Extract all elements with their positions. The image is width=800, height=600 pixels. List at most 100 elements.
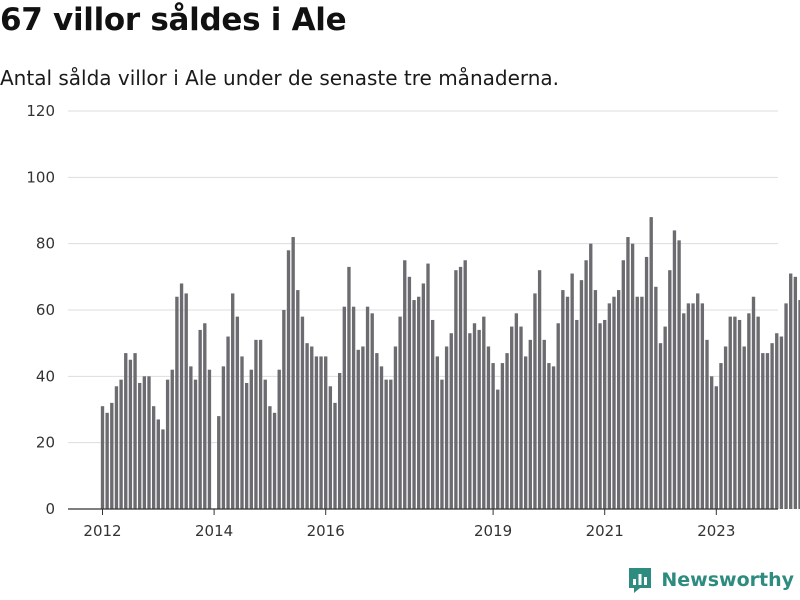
- bar: [319, 356, 323, 509]
- bar: [798, 300, 800, 509]
- bar: [686, 303, 691, 509]
- bar: [184, 293, 188, 509]
- bar: [537, 270, 542, 509]
- bar: [175, 296, 179, 509]
- bar: [570, 273, 574, 509]
- bar: [379, 366, 384, 509]
- bar: [119, 379, 123, 509]
- bar: [389, 379, 393, 509]
- bar: [351, 306, 356, 509]
- bar: [426, 263, 430, 509]
- bar: [244, 382, 249, 509]
- bar: [472, 323, 477, 509]
- bar: [305, 343, 309, 509]
- bar: [430, 319, 435, 509]
- bar: [435, 356, 439, 509]
- bar: [235, 316, 240, 509]
- bar: [668, 270, 672, 509]
- bar: [310, 346, 314, 509]
- bar: [365, 306, 370, 509]
- bar: [254, 339, 258, 509]
- bar: [356, 349, 360, 509]
- bar: [314, 356, 319, 509]
- bar: [672, 230, 677, 509]
- bar: [528, 339, 532, 509]
- bar: [347, 266, 351, 509]
- bar: [277, 369, 281, 509]
- bar: [458, 266, 463, 509]
- bar: [784, 303, 788, 509]
- bar: [263, 379, 267, 509]
- bar: [519, 326, 523, 509]
- bar: [156, 419, 160, 509]
- bar: [375, 353, 379, 509]
- bar: [337, 373, 342, 509]
- bar: [179, 283, 184, 509]
- brand-name: Newsworthy: [661, 569, 794, 591]
- bar: [226, 336, 230, 509]
- bar: [593, 290, 598, 509]
- bar: [463, 260, 467, 509]
- bar: [714, 386, 718, 509]
- x-tick-label: 2019: [474, 522, 512, 540]
- bar: [579, 280, 584, 509]
- y-tick-label: 120: [26, 102, 55, 120]
- bar: [240, 356, 244, 509]
- bar-series: [100, 217, 800, 510]
- bar: [249, 369, 253, 509]
- bar: [500, 363, 505, 509]
- bar: [556, 323, 560, 509]
- bar: [193, 379, 198, 509]
- bar: [486, 346, 491, 509]
- bar: [282, 310, 286, 509]
- bar: [677, 240, 681, 509]
- bar: [361, 346, 365, 509]
- bar: [384, 379, 388, 509]
- bar: [417, 296, 421, 509]
- bar: [709, 376, 714, 509]
- x-tick-label: 2012: [83, 522, 121, 540]
- bar: [640, 296, 644, 509]
- bar: [198, 329, 202, 509]
- bar: [551, 366, 556, 509]
- bar: [286, 250, 291, 510]
- bar: [421, 283, 426, 509]
- bar: [644, 256, 649, 509]
- bar: [696, 293, 700, 509]
- bar: [751, 296, 756, 509]
- bar: [110, 402, 114, 509]
- bar: [761, 353, 765, 509]
- bar: [733, 316, 737, 509]
- bar: [691, 303, 695, 509]
- bar: [231, 293, 235, 509]
- y-tick-label: 0: [45, 500, 55, 518]
- bar: [491, 363, 495, 509]
- bar: [454, 270, 458, 509]
- bar: [793, 276, 798, 509]
- bar: [296, 290, 300, 509]
- bar: [207, 369, 212, 509]
- bar: [635, 296, 639, 509]
- bar: [161, 429, 165, 509]
- bar: [477, 329, 481, 509]
- bar: [342, 306, 346, 509]
- bar: [170, 369, 174, 509]
- bar: [449, 333, 453, 509]
- y-axis-labels: 0 20 40 60 80 100 120: [26, 102, 55, 518]
- bar: [700, 303, 705, 509]
- bar: [398, 316, 402, 509]
- bar: [607, 303, 612, 509]
- brand-logo: Newsworthy: [627, 566, 794, 594]
- bar-chart: 0 20 40 60 80 100 120 2012 2014 2016 2019 2021 2023…: [26, 102, 800, 540]
- bar: [333, 402, 337, 509]
- bar: [612, 296, 616, 509]
- y-tick-label: 80: [36, 235, 55, 253]
- bar: [514, 313, 519, 509]
- bar: [756, 316, 760, 509]
- bar: [440, 379, 444, 509]
- bar: [658, 343, 663, 509]
- bar: [268, 406, 272, 509]
- chart-title: 67 villor såldes i Ale: [0, 2, 347, 38]
- bar: [737, 319, 742, 509]
- bar: [221, 366, 226, 509]
